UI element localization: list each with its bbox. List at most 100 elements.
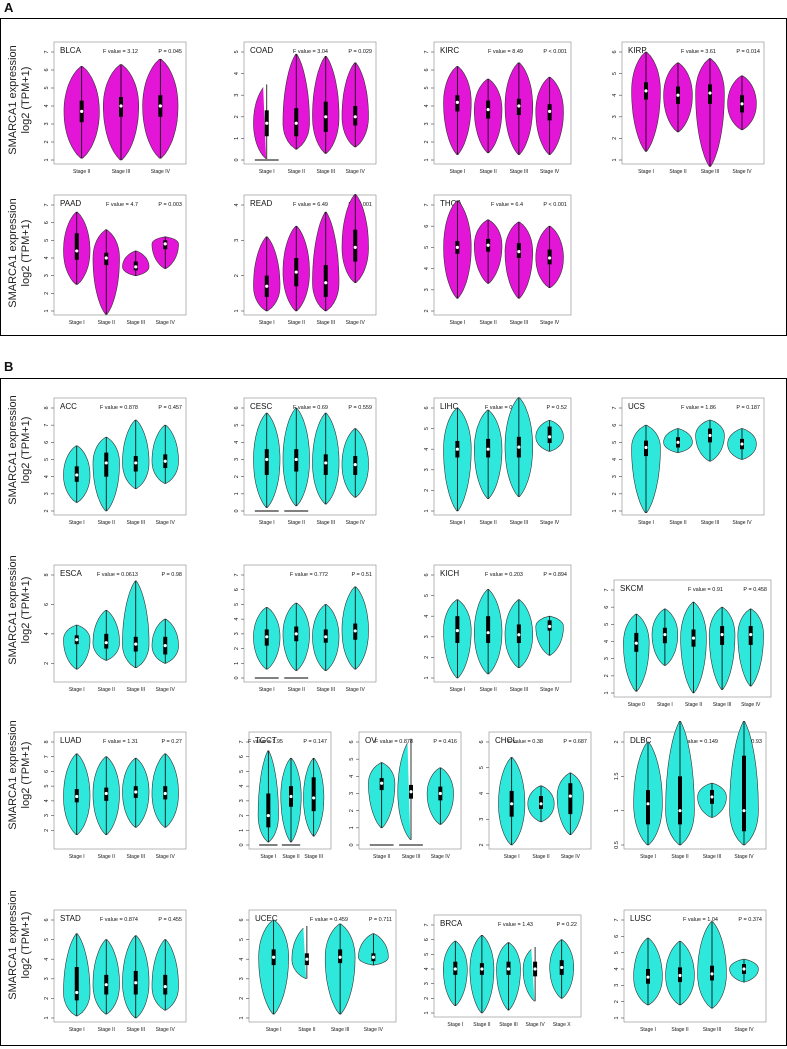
iqr-box-2 (486, 616, 491, 643)
p-value-label: P = 0.27 (161, 739, 182, 745)
iqr-box-3 (323, 454, 328, 475)
cancer-type-label: KIRC (440, 46, 459, 55)
median-dot-4 (163, 644, 167, 648)
x-tick-label: Stage I (69, 687, 85, 693)
x-tick-label: Stage I (640, 854, 656, 860)
median-dot-2 (486, 108, 490, 112)
cancer-type-label: OV (365, 736, 377, 745)
violin-2 (397, 742, 411, 840)
p-value-label: P = 0.416 (433, 739, 457, 745)
median-dot-1 (272, 955, 276, 959)
violin-4 (522, 949, 535, 1002)
p-value-label: P = 0.455 (158, 917, 182, 923)
cancer-type-label: TGCT (255, 736, 277, 745)
median-dot-3 (438, 791, 442, 796)
violin-chart: 2 3 4 5 6 7 8 ACC F value = 0.878 P = 0.457 Stage … (44, 397, 187, 526)
y-tick-label: 2 (234, 115, 240, 118)
x-tick-label: Stage III (713, 702, 732, 708)
f-value-label: F value = 0.755 (485, 405, 523, 411)
y-tick-label: 4 (612, 458, 618, 461)
f-value-label: F value = 0.69 (293, 405, 328, 411)
x-tick-label: Stage 0 (628, 702, 645, 708)
x-tick-label: Stage IV (540, 520, 560, 526)
y-tick-label: 3 (349, 792, 355, 795)
median-dot-1 (80, 109, 84, 113)
y-axis-label-b-row1: SMARCA1 expression log2 (TPM+1) (7, 395, 32, 505)
y-axis-label-b-row4: SMARCA1 expression log2 (TPM+1) (7, 890, 32, 1000)
plot-frame (488, 731, 592, 850)
x-tick-label: Stage II (98, 854, 115, 860)
y-tick-label: 4 (424, 267, 430, 270)
y-tick-label: 4 (424, 448, 430, 451)
median-dot-1 (265, 635, 269, 639)
y-tick-label: 4 (614, 967, 620, 970)
median-dot-4 (740, 102, 744, 106)
y-tick-label: 2 (424, 489, 430, 492)
plot-frame (53, 397, 187, 516)
section-label-a: A (4, 0, 14, 15)
y-tick-label: 7 (239, 740, 245, 743)
y-tick-label: 5 (612, 441, 618, 444)
iqr-box-1 (74, 233, 79, 260)
y-axis-label-b-row3: SMARCA1 expression log2 (TPM+1) (7, 720, 32, 830)
median-dot-1 (265, 121, 269, 125)
y-tick-label: 2 (44, 140, 50, 143)
x-tick-label: Stage I (69, 854, 85, 860)
violin-chart: 1 2 3 4 5 6 KICH F value = 0.203 P = 0.894 Stage … (424, 564, 572, 693)
median-dot-5 (749, 633, 753, 637)
y-tick-label: 1 (44, 1016, 50, 1019)
f-value-label: F value = 1.04 (683, 917, 718, 923)
plot-frame (613, 579, 772, 698)
median-dot-1 (455, 245, 459, 249)
f-value-label: F value = 1.95 (248, 739, 283, 745)
y-tick-label: 2 (234, 647, 240, 650)
median-dot-2 (676, 93, 680, 97)
y-tick-label: 5 (234, 50, 240, 53)
y-tick-label: 6 (239, 755, 245, 758)
f-value-label: F value = 0.874 (100, 917, 138, 923)
median-dot-4 (740, 442, 744, 446)
x-tick-label: Stage I (449, 320, 465, 326)
p-value-label: P = 0.014 (736, 49, 760, 55)
median-dot-5 (560, 965, 564, 970)
p-value-label: P = 0.045 (158, 49, 182, 55)
median-dot-3 (134, 642, 138, 646)
x-tick-label: Stage II (98, 320, 115, 326)
median-dot-1 (510, 802, 514, 806)
x-tick-label: Stage IV (734, 1027, 754, 1033)
f-value-label: F value = 0.149 (680, 739, 718, 745)
median-dot-2 (486, 447, 490, 451)
y-tick-label: 3 (424, 122, 430, 125)
y-axis-label-a-row1: SMARCA1 expression log2 (TPM+1) (7, 45, 32, 155)
f-value-label: F value = 1.86 (681, 405, 716, 411)
x-tick-label: Stage IV (734, 854, 754, 860)
y-tick-label: 7 (614, 918, 620, 921)
median-dot-4 (353, 629, 357, 633)
cancer-type-label: LIHC (440, 402, 458, 411)
f-value-label: F value = 0.459 (310, 917, 348, 923)
y-tick-label: 4 (234, 72, 240, 75)
x-tick-label: Stage IV (364, 1027, 384, 1033)
y-tick-label: 1 (424, 509, 430, 512)
y-tick-label: 2 (239, 814, 245, 817)
plot-frame (433, 397, 572, 516)
x-tick-label: Stage IV (741, 702, 761, 708)
plot-frame (53, 194, 187, 316)
y-tick-label: 5 (44, 785, 50, 788)
x-tick-label: Stage I (259, 687, 275, 693)
y-tick-label: 5 (424, 246, 430, 249)
cancer-type-label: LUAD (60, 736, 82, 745)
y-tick-label: 1 (44, 158, 50, 161)
median-dot-4 (548, 109, 552, 113)
median-dot-4 (742, 809, 746, 813)
violin-chart: 1 2 3 4 5 6 7 KIRC F value = 8.49 P < 0.001 Stage … (424, 41, 572, 175)
y-tick-label: 7 (234, 573, 240, 576)
x-tick-label: Stage I (259, 520, 275, 526)
f-value-label: F value = 0.878 (375, 739, 413, 745)
median-dot-1 (646, 975, 650, 979)
x-tick-label: Stage III (510, 520, 529, 526)
x-tick-label: Stage III (510, 320, 529, 326)
y-tick-label: 1 (614, 1016, 620, 1019)
plot-frame (623, 731, 767, 850)
